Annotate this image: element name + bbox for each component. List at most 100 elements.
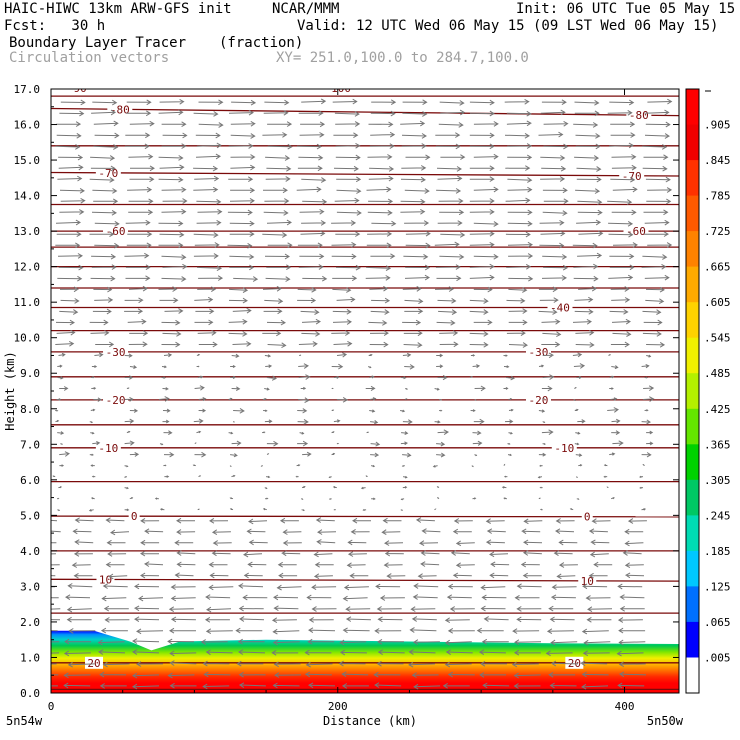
circulation-vector (158, 286, 178, 292)
circulation-vector (132, 638, 160, 644)
circulation-vector (436, 275, 462, 282)
circulation-vector (588, 528, 608, 535)
circulation-vector (100, 627, 128, 634)
circulation-vector (607, 407, 619, 413)
circulation-vector (193, 232, 219, 238)
circulation-vector (242, 594, 268, 601)
circulation-vector (176, 517, 195, 524)
circulation-vector (437, 297, 457, 304)
circulation-vector (265, 155, 291, 161)
circulation-vector (542, 331, 562, 338)
circulation-vector (140, 539, 160, 546)
circulation-vector (506, 330, 526, 337)
circulation-vector (162, 387, 169, 391)
circulation-vector (435, 132, 461, 138)
circulation-vector (577, 419, 586, 424)
circulation-vector (442, 682, 470, 689)
circulation-vector (542, 421, 546, 423)
circulation-vector (297, 286, 317, 293)
circulation-vector (505, 165, 531, 171)
circulation-vector (576, 375, 582, 380)
init-time: Init: 06 UTC Tue 05 May 15 (516, 1, 736, 17)
circulation-vector (409, 627, 437, 633)
circulation-vector (506, 120, 532, 127)
circulation-vector (162, 408, 171, 413)
circulation-vector (267, 121, 293, 127)
circulation-vector (51, 619, 61, 621)
circulation-vector (335, 154, 361, 161)
circulation-vector (471, 465, 474, 468)
colorbar-swatch (686, 266, 699, 303)
circulation-vector (405, 264, 431, 271)
circulation-vector (67, 661, 95, 668)
circulation-vector (230, 375, 237, 380)
circulation-vector (553, 550, 573, 557)
circulation-vector (507, 220, 533, 227)
circulation-vector (205, 649, 233, 656)
circulation-vector (619, 671, 647, 678)
circulation-vector (311, 584, 337, 591)
forecast-hour: Fcst: 30 h (4, 18, 106, 34)
circulation-vector (233, 407, 245, 414)
circulation-vector (208, 561, 228, 568)
circulation-vector (205, 594, 231, 600)
circulation-vector (305, 661, 333, 668)
circulation-vector (469, 376, 473, 378)
colorbar-label: .485 (704, 367, 731, 380)
circulation-vector (611, 318, 631, 325)
circulation-vector (198, 408, 207, 413)
circulation-vector (230, 453, 238, 458)
circulation-vector (481, 638, 509, 645)
circulation-vector (124, 353, 133, 358)
circulation-vector (228, 318, 248, 325)
circulation-vector (276, 584, 302, 591)
x-tick-label: 0 (48, 700, 55, 713)
circulation-vector (369, 375, 375, 379)
circulation-vector (307, 638, 335, 645)
circulation-vector (103, 605, 129, 612)
colorbar-label: .665 (704, 261, 731, 274)
circulation-vector (300, 230, 326, 237)
circulation-vector (297, 242, 323, 249)
circulation-vector (72, 528, 92, 535)
circulation-vector (438, 198, 464, 204)
contour-label: 20 (568, 657, 581, 670)
circulation-vector (580, 660, 608, 667)
circulation-vector (196, 353, 201, 356)
circulation-vector (447, 671, 475, 678)
circulation-vector (158, 155, 184, 161)
circulation-vector (503, 463, 506, 466)
circulation-vector (266, 453, 270, 456)
circulation-vector (57, 497, 60, 500)
circulation-vector (577, 252, 603, 259)
circulation-vector (140, 517, 160, 524)
circulation-vector (263, 187, 288, 194)
circulation-vector (196, 198, 222, 205)
circulation-vector (365, 385, 376, 392)
circulation-vector (543, 264, 569, 271)
circulation-vector (297, 165, 323, 172)
circulation-vector (299, 253, 325, 260)
circulation-vector (229, 508, 234, 511)
circulation-vector (437, 429, 449, 436)
circulation-vector (642, 463, 645, 466)
circulation-vector (512, 628, 540, 634)
circulation-vector (57, 175, 83, 182)
colorbar-swatch (686, 657, 699, 694)
circulation-vector (212, 540, 232, 546)
y-tick-label: 0.0 (20, 687, 40, 700)
colorbar-label: .125 (704, 580, 731, 593)
circulation-vector (124, 308, 144, 315)
circulation-vector (230, 120, 256, 127)
circulation-vector (434, 286, 454, 292)
circulation-vector (197, 208, 223, 215)
circulation-vector (158, 109, 184, 116)
field-unit: (fraction) (219, 35, 304, 51)
circulation-vector (295, 475, 299, 478)
circulation-vector (505, 375, 515, 381)
circulation-vector (365, 475, 368, 478)
circulation-vector (639, 475, 644, 479)
circulation-vector (125, 264, 151, 271)
circulation-vector (343, 584, 369, 591)
circulation-vector (377, 638, 404, 645)
